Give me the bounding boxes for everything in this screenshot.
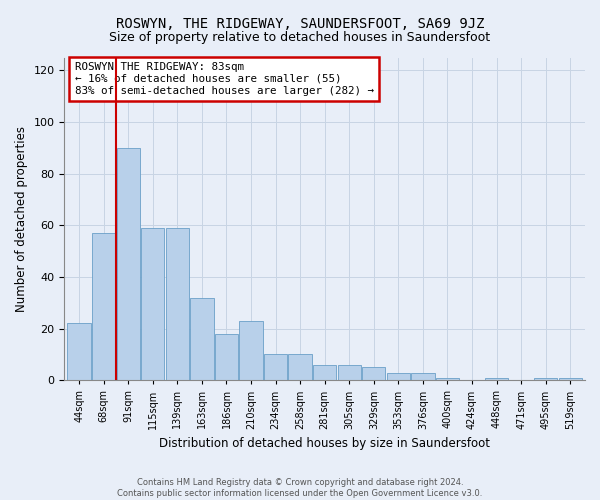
Bar xyxy=(116,148,140,380)
Bar xyxy=(411,372,434,380)
Bar xyxy=(534,378,557,380)
Bar xyxy=(264,354,287,380)
Bar xyxy=(92,233,115,380)
Bar xyxy=(67,324,91,380)
Y-axis label: Number of detached properties: Number of detached properties xyxy=(15,126,28,312)
Bar xyxy=(362,368,385,380)
Bar xyxy=(289,354,312,380)
Bar xyxy=(338,365,361,380)
Bar xyxy=(215,334,238,380)
Bar xyxy=(141,228,164,380)
X-axis label: Distribution of detached houses by size in Saundersfoot: Distribution of detached houses by size … xyxy=(159,437,490,450)
Text: Contains HM Land Registry data © Crown copyright and database right 2024.
Contai: Contains HM Land Registry data © Crown c… xyxy=(118,478,482,498)
Text: Size of property relative to detached houses in Saundersfoot: Size of property relative to detached ho… xyxy=(109,31,491,44)
Text: ROSWYN THE RIDGEWAY: 83sqm
← 16% of detached houses are smaller (55)
83% of semi: ROSWYN THE RIDGEWAY: 83sqm ← 16% of deta… xyxy=(75,62,374,96)
Bar xyxy=(387,372,410,380)
Bar xyxy=(559,378,582,380)
Bar xyxy=(190,298,214,380)
Bar xyxy=(313,365,337,380)
Bar xyxy=(485,378,508,380)
Text: ROSWYN, THE RIDGEWAY, SAUNDERSFOOT, SA69 9JZ: ROSWYN, THE RIDGEWAY, SAUNDERSFOOT, SA69… xyxy=(116,18,484,32)
Bar xyxy=(166,228,189,380)
Bar xyxy=(239,321,263,380)
Bar xyxy=(436,378,459,380)
